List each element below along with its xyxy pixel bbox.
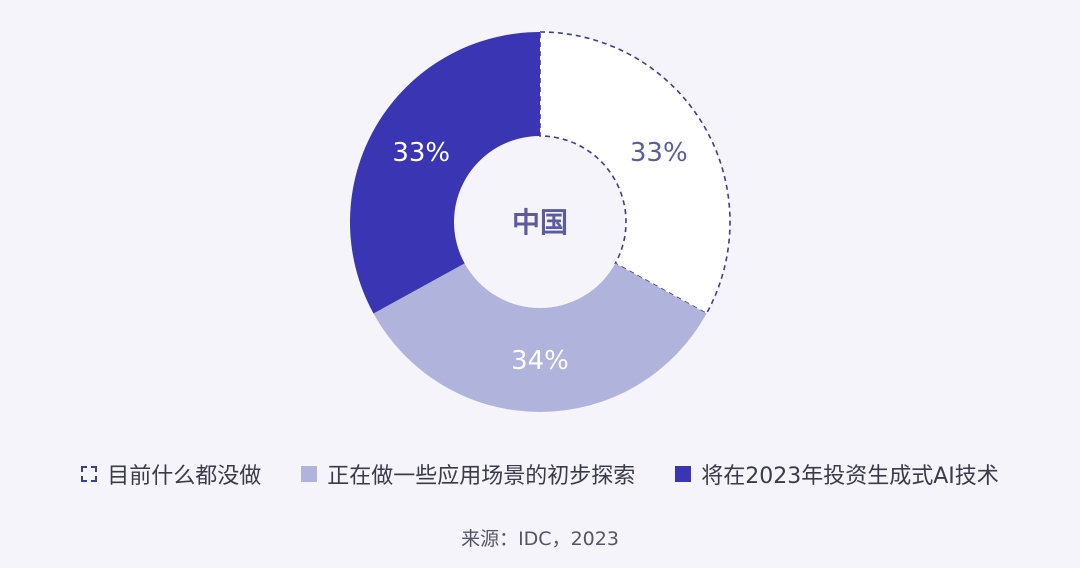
legend: 目前什么都没做 正在做一些应用场景的初步探索 将在2023年投资生成式AI技术	[0, 458, 1080, 490]
legend-item-nothing-done: 目前什么都没做	[81, 458, 261, 490]
donut-chart: 33% 34% 33% 中国	[350, 31, 731, 413]
slice-exploring	[373, 263, 707, 413]
legend-label-investing-2023: 将在2023年投资生成式AI技术	[701, 464, 999, 489]
legend-item-investing-2023: 将在2023年投资生成式AI技术	[675, 458, 999, 490]
slice-investing-2023	[350, 32, 540, 314]
slice-investing-2023-value-label: 33%	[392, 138, 450, 168]
legend-swatch-exploring	[301, 466, 318, 482]
center-label: 中国	[512, 206, 568, 239]
legend-label-nothing-done: 目前什么都没做	[107, 464, 262, 489]
legend-swatch-nothing-done	[81, 466, 98, 482]
legend-label-exploring: 正在做一些应用场景的初步探索	[327, 464, 636, 489]
legend-item-exploring: 正在做一些应用场景的初步探索	[301, 458, 635, 490]
slice-nothing-done	[539, 31, 731, 315]
source-note: 来源：IDC，2023	[461, 528, 619, 550]
slice-nothing-done-value-label: 33%	[630, 138, 688, 168]
slice-exploring-value-label: 34%	[511, 346, 569, 376]
legend-swatch-investing-2023	[675, 466, 692, 482]
